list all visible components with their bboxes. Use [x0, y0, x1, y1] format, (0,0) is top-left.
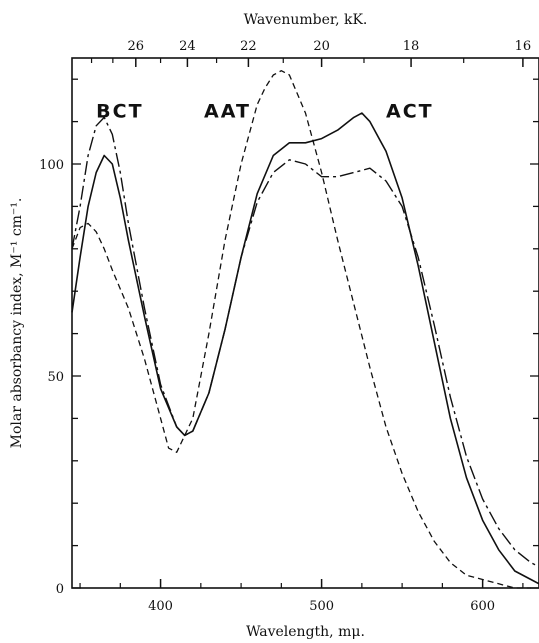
annotation-bct: BCT	[96, 100, 143, 122]
annotation-aat: AAT	[204, 100, 251, 122]
top-tick-label: 20	[313, 39, 330, 54]
x-tick-label: 500	[309, 599, 334, 614]
top-axis-label: Wavenumber, kK.	[244, 12, 368, 28]
annotation-act: ACT	[386, 100, 434, 122]
y-tick-label: 100	[39, 158, 64, 173]
series-act-line	[71, 112, 539, 585]
x-tick-label: 600	[470, 599, 495, 614]
top-tick-label: 16	[515, 39, 532, 54]
x-axis-label: Wavelength, mμ.	[246, 624, 365, 640]
top-tick-label: 18	[403, 39, 420, 54]
plot-labels: 400 500 600 0 50 100 26 24 22 20 18 16 Wavelength, m…	[9, 12, 531, 640]
plot-frame	[71, 57, 539, 589]
y-tick-label: 50	[47, 370, 64, 385]
top-tick-label: 24	[179, 39, 196, 54]
plot-curves	[71, 70, 539, 589]
top-tick-label: 26	[128, 39, 145, 54]
plot-axes	[71, 57, 539, 589]
y-axis-label: Molar absorbancy index, M⁻¹ cm⁻¹.	[9, 198, 25, 449]
y-tick-label: 0	[56, 582, 64, 597]
top-tick-label: 22	[240, 39, 257, 54]
x-tick-label: 400	[148, 599, 173, 614]
series-aat-line	[71, 70, 531, 589]
series-bct-line	[71, 116, 539, 568]
